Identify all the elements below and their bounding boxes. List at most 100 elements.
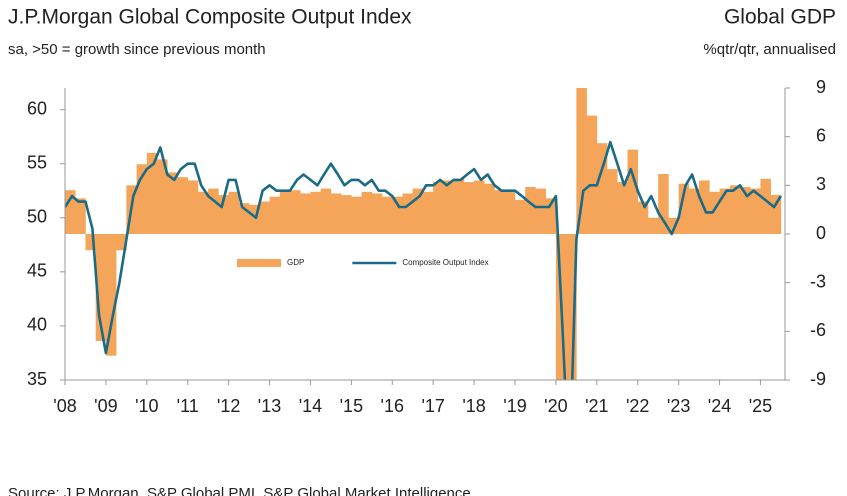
bar: [320, 188, 332, 234]
bar: [422, 191, 434, 234]
bar: [259, 201, 270, 234]
legend-swatch: [237, 259, 281, 267]
x-tick-label: '20: [544, 396, 567, 416]
bar: [637, 201, 649, 234]
y-tick-label: 60: [27, 98, 47, 118]
bar: [238, 203, 250, 234]
x-tick-label: '14: [299, 396, 322, 416]
bar: [740, 186, 751, 234]
x-tick-label: '10: [135, 396, 158, 416]
bar: [136, 164, 148, 234]
bar: [75, 198, 86, 234]
x-tick-label: '24: [708, 396, 731, 416]
x-tick-label: '09: [94, 396, 117, 416]
y-tick-label: 50: [27, 207, 47, 227]
bar: [494, 190, 506, 234]
bar: [95, 234, 107, 342]
bar: [433, 182, 444, 234]
bar: [627, 149, 639, 234]
x-tick-label: '23: [667, 396, 690, 416]
bar: [157, 159, 168, 234]
bar: [187, 180, 199, 234]
y-tick-label: 40: [27, 315, 47, 335]
bar: [341, 195, 352, 234]
bar: [310, 191, 321, 234]
bar: [658, 173, 669, 234]
bar: [484, 183, 495, 234]
y2-subtitle: %qtr/qtr, annualised: [703, 41, 836, 58]
bar: [719, 188, 731, 234]
bar: [116, 234, 127, 251]
y-tick-label: 45: [27, 261, 47, 281]
bar: [678, 183, 690, 234]
bar: [535, 188, 546, 234]
x-tick-label: '18: [462, 396, 485, 416]
bar: [167, 172, 178, 234]
bar: [607, 169, 618, 234]
chart-title: J.P.Morgan Global Composite Output Index: [8, 6, 412, 29]
x-tick-label: '13: [258, 396, 281, 416]
y2-title: Global GDP: [724, 6, 836, 29]
bar: [515, 199, 526, 234]
bar: [668, 217, 679, 234]
bar: [453, 178, 465, 234]
bar: [525, 186, 536, 234]
x-tick-label: '17: [421, 396, 444, 416]
legend-label: GDP: [287, 258, 304, 267]
bar: [290, 190, 301, 234]
bar: [688, 188, 700, 234]
bar: [218, 195, 229, 234]
x-tick-label: '19: [503, 396, 526, 416]
bar: [586, 115, 598, 234]
bar: [504, 191, 516, 234]
bar: [770, 195, 782, 234]
x-tick-label: '15: [340, 396, 363, 416]
bar: [85, 234, 96, 251]
bar: [269, 196, 281, 234]
line: [65, 140, 782, 380]
bar: [300, 193, 311, 234]
bar: [228, 191, 240, 234]
bar: [412, 188, 424, 234]
bar: [750, 188, 761, 234]
x-tick-label: '25: [749, 396, 772, 416]
y2-tick-label: 6: [816, 125, 826, 145]
bar: [105, 234, 117, 356]
bar: [392, 196, 403, 234]
source: Source: J.P.Morgan, S&P Global PMI, S&P …: [8, 485, 471, 496]
bar: [760, 178, 771, 234]
bar: [351, 196, 362, 234]
bar: [371, 193, 383, 234]
bar: [617, 182, 628, 234]
y2-tick-label: 9: [816, 77, 826, 97]
y2-tick-label: 0: [816, 223, 826, 243]
bar: [647, 217, 659, 234]
bar: [729, 185, 741, 234]
y2-tick-label: -6: [810, 320, 826, 340]
bar: [330, 193, 342, 234]
bar: [361, 191, 373, 234]
bar: [279, 191, 291, 234]
y2-tick-label: 3: [816, 174, 826, 194]
bar: [576, 88, 587, 234]
x-tick-label: '16: [381, 396, 404, 416]
y-tick-label: 55: [27, 152, 47, 172]
chart-subtitle: sa, >50 = growth since previous month: [8, 41, 266, 58]
bar: [402, 193, 414, 234]
bar: [474, 180, 485, 234]
legend-label: Composite Output Index: [402, 258, 488, 267]
bar: [463, 182, 475, 234]
y2-tick-label: -9: [810, 369, 826, 389]
x-tick-label: '11: [177, 396, 199, 416]
plot-area: [65, 88, 782, 380]
x-tick-label: '12: [217, 396, 240, 416]
bar: [197, 191, 209, 234]
bar: [709, 191, 720, 234]
bar: [249, 204, 260, 234]
bar: [545, 198, 557, 234]
x-tick-label: '21: [585, 396, 608, 416]
x-tick-label: '08: [53, 396, 76, 416]
bar: [208, 188, 219, 234]
bar: [177, 177, 189, 234]
